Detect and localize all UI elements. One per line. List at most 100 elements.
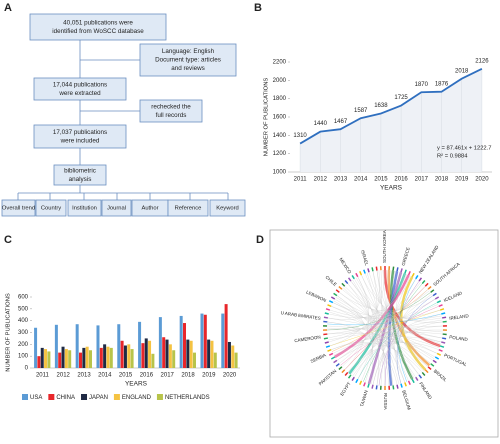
node-tick xyxy=(324,338,328,339)
y-tick-label: 300 xyxy=(18,330,29,336)
bar xyxy=(204,315,207,368)
x-tick-label: 2016 xyxy=(394,177,408,183)
flow-text: full records xyxy=(156,112,187,119)
node-tick xyxy=(368,268,369,272)
bar xyxy=(141,343,144,368)
node-tick xyxy=(325,313,329,314)
bar xyxy=(172,350,175,368)
x-tick-label: 2013 xyxy=(77,373,91,379)
x-tick-label: 2017 xyxy=(161,373,175,379)
flow-output: Reference xyxy=(175,206,202,212)
flow-text: 17,037 publications xyxy=(53,129,107,136)
bar xyxy=(103,344,106,368)
panel-label: D xyxy=(256,234,264,246)
flow-text: Language: English xyxy=(162,48,215,55)
x-axis-label: YEARS xyxy=(125,381,148,388)
flow-output: Keyword xyxy=(216,206,239,212)
annotation: R² = 0.9884 xyxy=(437,154,468,160)
bar xyxy=(166,340,169,368)
bar xyxy=(169,344,172,368)
data-label: 1876 xyxy=(435,81,449,87)
legend-label: USA xyxy=(30,395,42,401)
bar xyxy=(100,348,103,368)
flow-output: Author xyxy=(141,206,158,212)
node-tick xyxy=(372,385,373,389)
y-tick-label: 1600 xyxy=(273,115,287,121)
bar xyxy=(68,350,71,368)
bar xyxy=(200,314,203,368)
flow-output: Overall trend xyxy=(2,206,35,212)
bar xyxy=(145,338,148,368)
flow-text: rechecked the xyxy=(151,103,191,110)
y-tick-label: 2200 xyxy=(273,60,287,66)
data-label: 1467 xyxy=(334,119,348,125)
legend-label: JAPAN xyxy=(89,395,108,401)
x-tick-label: 2020 xyxy=(223,373,237,379)
x-tick-label: 2015 xyxy=(119,373,133,379)
node-tick xyxy=(401,384,402,388)
legend-swatch xyxy=(157,394,163,400)
data-label: 2126 xyxy=(475,58,489,64)
legend-label: CHINA xyxy=(56,395,75,401)
panel-label: A xyxy=(4,2,12,14)
y-tick-label: 1400 xyxy=(273,133,287,139)
node-tick xyxy=(324,317,328,318)
node-label: SOUTH KOREA xyxy=(382,230,387,263)
node-tick xyxy=(368,384,369,388)
bar xyxy=(124,346,127,368)
node-label: RUSSIA xyxy=(383,393,388,410)
node-tick xyxy=(393,267,394,271)
bar xyxy=(55,325,58,368)
bar xyxy=(231,346,234,368)
x-tick-label: 2014 xyxy=(98,373,112,379)
bar xyxy=(214,353,217,368)
node-tick xyxy=(401,268,402,272)
flow-text: identified from WoSCC database xyxy=(52,28,144,35)
x-tick-label: 2020 xyxy=(475,177,489,183)
bar xyxy=(37,356,40,368)
data-label: 1638 xyxy=(374,103,388,109)
bar xyxy=(47,351,50,368)
node-tick xyxy=(397,385,398,389)
legend-swatch xyxy=(48,394,54,400)
bar xyxy=(138,322,141,368)
y-tick-label: 500 xyxy=(18,306,29,312)
panel-label: C xyxy=(4,234,12,246)
y-tick-label: 1000 xyxy=(273,170,287,176)
bar xyxy=(127,344,130,368)
bar xyxy=(34,328,37,368)
flowchart xyxy=(18,14,236,200)
flow-text: were extracted xyxy=(58,90,101,97)
flow-text: and reviews xyxy=(171,65,205,72)
panel-label: B xyxy=(254,2,262,14)
y-tick-label: 1200 xyxy=(273,151,287,157)
y-tick-label: 0 xyxy=(25,366,29,372)
x-tick-label: 2012 xyxy=(314,177,328,183)
x-tick-label: 2018 xyxy=(435,177,449,183)
y-tick-label: 2000 xyxy=(273,78,287,84)
flow-output: Country xyxy=(41,206,61,212)
y-tick-label: 400 xyxy=(18,318,29,324)
y-axis-label: NUMBER OF PUBLICATIONS xyxy=(264,78,270,157)
bar xyxy=(110,348,113,368)
bar xyxy=(183,323,186,368)
bar xyxy=(207,340,210,368)
y-tick-label: 100 xyxy=(18,354,29,360)
flow-text: were included xyxy=(60,137,100,144)
legend-swatch xyxy=(22,394,28,400)
node-tick xyxy=(441,313,445,314)
bar xyxy=(44,349,47,368)
flow-text: 40,051 publications were xyxy=(63,19,133,26)
bar xyxy=(131,349,134,368)
y-axis-label: NUMBER OF PUBLICATIONS xyxy=(6,293,12,372)
bar xyxy=(151,354,154,368)
flow-output: Institution xyxy=(72,206,97,212)
x-tick-label: 2016 xyxy=(140,373,154,379)
x-tick-label: 2013 xyxy=(334,177,348,183)
node-tick xyxy=(442,317,446,318)
bar xyxy=(228,342,231,368)
bar xyxy=(180,316,183,368)
x-tick-label: 2017 xyxy=(415,177,429,183)
x-tick-label: 2014 xyxy=(354,177,368,183)
